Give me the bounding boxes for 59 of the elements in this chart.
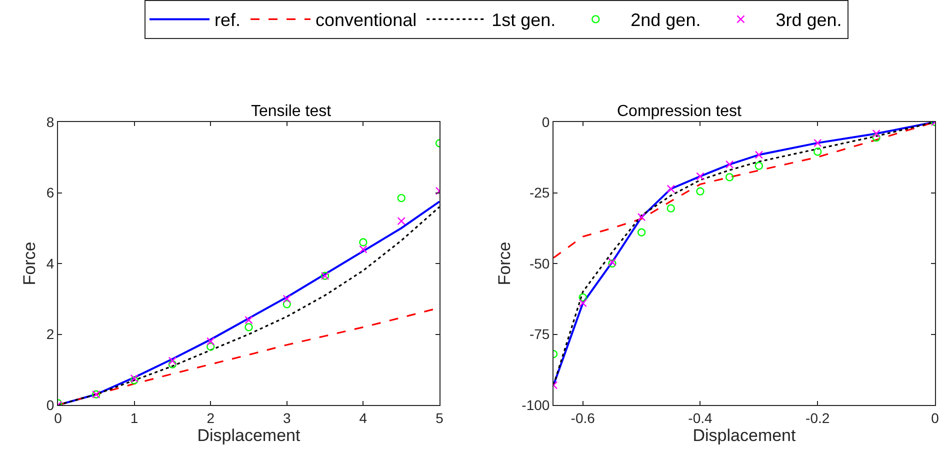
point — [578, 299, 587, 308]
chart-title: Tensile test — [251, 103, 332, 120]
point — [637, 212, 646, 222]
line-series — [554, 122, 935, 386]
point — [754, 150, 764, 159]
x-tick-label: 5 — [436, 410, 444, 426]
point — [872, 133, 880, 142]
point — [206, 342, 215, 351]
legend-label: 1st gen. — [492, 10, 556, 30]
point — [725, 173, 734, 182]
x-tick-label: 0 — [931, 410, 940, 426]
x-tick-label: 3 — [283, 410, 291, 426]
point — [397, 194, 406, 202]
y-tick-label: 8 — [46, 114, 54, 130]
y-tick-label: 6 — [46, 184, 54, 201]
point — [168, 356, 177, 365]
point — [244, 323, 253, 332]
y-tick-label: 2 — [46, 326, 54, 342]
x-tick-label: -0.6 — [570, 410, 596, 426]
x-axis-title: Displacement — [692, 426, 796, 445]
point — [244, 316, 253, 324]
y-tick-label: 0 — [46, 396, 54, 413]
y-tick-label: -25 — [529, 184, 550, 201]
point — [578, 293, 587, 302]
x-axis-title: Displacement — [197, 426, 301, 445]
y-tick-label: 0 — [542, 114, 550, 130]
point — [282, 300, 291, 308]
legend-label: ref. — [214, 10, 241, 30]
point — [359, 245, 368, 254]
point — [754, 162, 764, 170]
x-tick-label: -0.4 — [688, 410, 713, 426]
point — [696, 172, 704, 180]
point — [168, 360, 177, 368]
y-tick-label: -100 — [522, 396, 550, 413]
legend-label: conventional — [316, 10, 417, 30]
point — [725, 160, 734, 169]
y-tick-label: -50 — [529, 255, 550, 272]
y-axis-title: Force — [495, 242, 514, 286]
point — [637, 228, 646, 236]
point — [814, 148, 822, 156]
x-tick-label: 4 — [359, 410, 368, 426]
x-tick-label: 1 — [130, 410, 138, 426]
legend-label: 2nd gen. — [630, 10, 701, 30]
x-tick-label: -0.2 — [806, 410, 830, 426]
y-axis-title: Force — [20, 242, 39, 286]
point — [397, 216, 406, 226]
y-tick-label: 4 — [46, 255, 54, 272]
point — [666, 184, 675, 193]
point — [282, 294, 291, 303]
x-tick-label: 2 — [206, 410, 215, 426]
point — [206, 337, 215, 346]
y-tick-label: -75 — [529, 326, 550, 342]
point — [814, 138, 822, 148]
point — [666, 204, 675, 212]
legend-label: 3rd gen. — [776, 10, 842, 30]
point — [872, 130, 880, 138]
point — [359, 238, 368, 246]
point — [696, 187, 704, 196]
chart-title: Compression test — [617, 103, 742, 120]
